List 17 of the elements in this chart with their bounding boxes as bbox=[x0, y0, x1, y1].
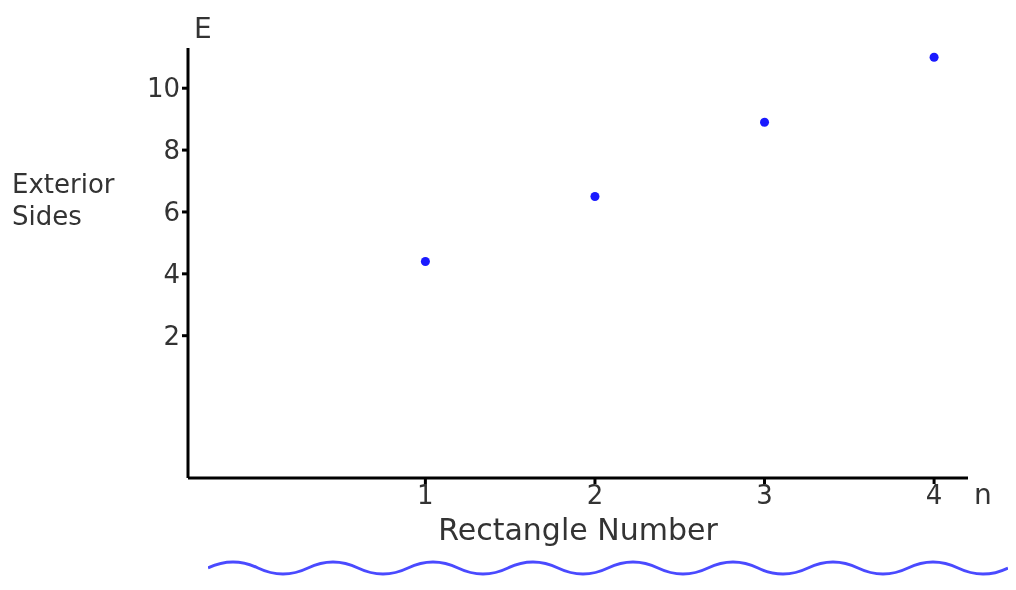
y-tick-label: 10 bbox=[146, 73, 180, 104]
x-tick-label: 4 bbox=[925, 480, 943, 511]
x-tick-label: 1 bbox=[417, 480, 434, 511]
y-tick-label: 4 bbox=[163, 259, 180, 290]
y-tick-label: 2 bbox=[163, 320, 180, 351]
point bbox=[929, 52, 939, 62]
point bbox=[590, 191, 600, 201]
x-axis-title: Rectangle Number bbox=[438, 512, 719, 547]
y-axis-title: Exterior Sides bbox=[12, 168, 116, 232]
y-tick-label: 8 bbox=[163, 135, 180, 166]
point bbox=[760, 117, 770, 127]
x-tick-label: 3 bbox=[756, 480, 773, 511]
x-tick-label: 2 bbox=[586, 480, 604, 511]
text: n bbox=[974, 478, 992, 511]
y-tick-label: 6 bbox=[163, 197, 180, 228]
text: E bbox=[194, 12, 212, 45]
point bbox=[420, 256, 430, 266]
